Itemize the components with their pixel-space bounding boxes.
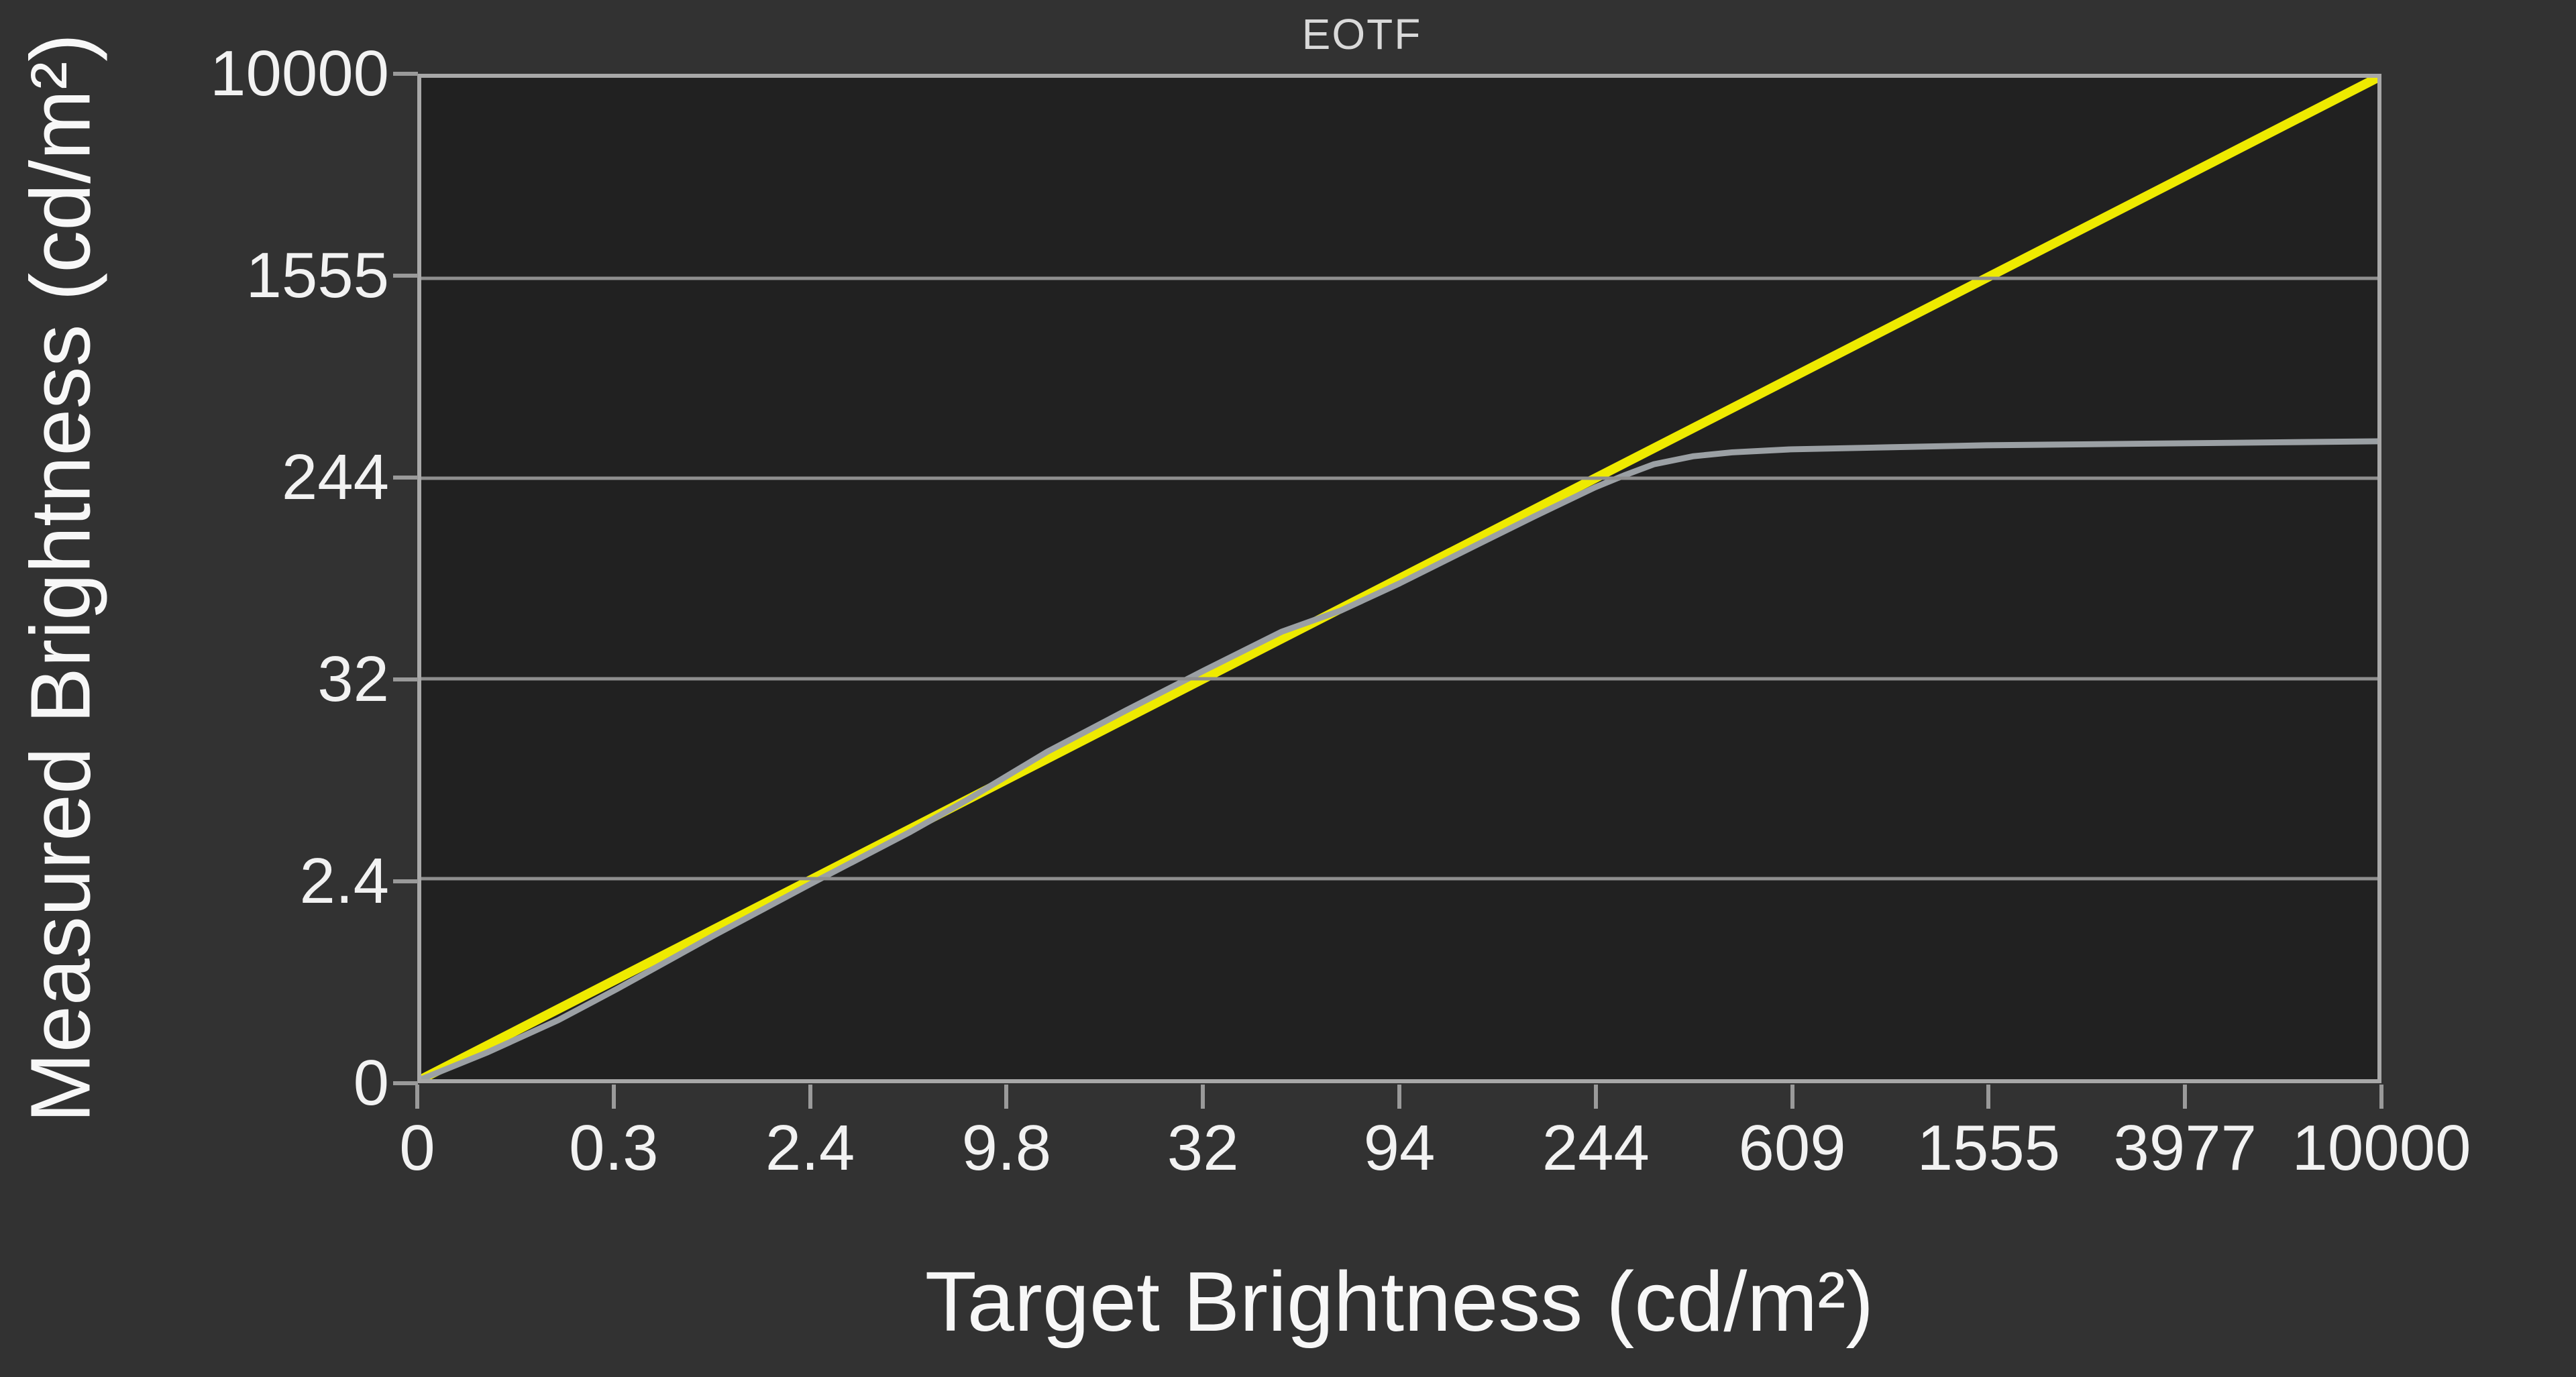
y-tick-mark [393,274,418,278]
x-tick-mark [1986,1085,1991,1109]
x-axis-title: Target Brightness (cd/m²) [924,1254,1874,1349]
x-tick-label: 0.3 [569,1112,659,1184]
x-tick-mark [1201,1085,1205,1109]
gridline [421,276,2377,280]
y-tick-label: 244 [281,441,389,513]
y-tick-label: 10000 [210,38,389,109]
y-tick-label: 2.4 [299,845,389,917]
plot-area [417,74,2381,1083]
target-eotf-line [421,78,2377,1079]
x-tick-mark [415,1085,419,1109]
x-tick-mark [1790,1085,1794,1109]
gridline [421,877,2377,881]
gridline [421,677,2377,681]
y-tick-label: 32 [317,643,389,715]
x-tick-label: 3977 [2113,1112,2257,1184]
measured-eotf-line [421,438,2377,1079]
series-svg [421,78,2377,1079]
y-tick-label: 1555 [246,239,389,311]
x-tick-label: 10000 [2292,1112,2471,1184]
y-tick-mark [393,1081,418,1085]
y-tick-mark [393,72,418,76]
y-tick-mark [393,677,418,681]
x-tick-label: 0 [399,1112,435,1184]
x-tick-mark [1593,1085,1598,1109]
x-tick-label: 1555 [1917,1112,2061,1184]
x-tick-label: 609 [1738,1112,1846,1184]
y-tick-mark [393,476,418,480]
x-tick-label: 2.4 [765,1112,855,1184]
x-tick-mark [1397,1085,1401,1109]
x-tick-label: 244 [1542,1112,1650,1184]
gridline [421,476,2377,480]
x-tick-mark [1004,1085,1009,1109]
y-tick-mark [393,879,418,883]
x-tick-mark [2379,1085,2383,1109]
x-tick-label: 94 [1363,1112,1436,1184]
x-tick-mark [808,1085,812,1109]
x-tick-label: 32 [1167,1112,1239,1184]
x-tick-mark [611,1085,616,1109]
x-tick-label: 9.8 [961,1112,1052,1184]
y-tick-label: 0 [353,1047,389,1119]
chart-title: EOTF [1301,10,1422,58]
y-axis-title: Measured Brightness (cd/m²) [13,33,108,1123]
x-tick-mark [2183,1085,2188,1109]
